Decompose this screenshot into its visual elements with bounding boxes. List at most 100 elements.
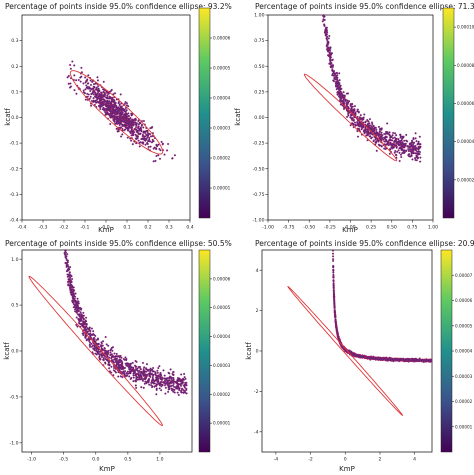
scatter-point bbox=[97, 89, 100, 92]
scatter-point bbox=[336, 82, 339, 85]
scatter-point bbox=[368, 122, 371, 125]
scatter-point bbox=[143, 370, 146, 373]
scatter-point bbox=[412, 142, 415, 145]
scatter-point bbox=[130, 129, 133, 132]
scatter-point bbox=[327, 40, 330, 43]
x-tick-label: 0.0 bbox=[102, 225, 109, 231]
scatter-point bbox=[185, 387, 188, 390]
scatter-point bbox=[323, 15, 326, 18]
scatter-point bbox=[135, 123, 138, 126]
scatter-point bbox=[134, 365, 137, 368]
scatter-point bbox=[430, 358, 433, 361]
scatter-point bbox=[111, 112, 114, 115]
scatter-point bbox=[131, 133, 134, 136]
scatter-point bbox=[135, 360, 138, 363]
colorbar-tick-label: 0.00007 bbox=[455, 273, 473, 278]
scatter-point bbox=[326, 48, 329, 52]
scatter-point bbox=[158, 387, 161, 390]
colorbar bbox=[198, 249, 211, 453]
scatter-point bbox=[103, 92, 106, 95]
colorbar-tick-label: 0.00002 bbox=[455, 399, 473, 404]
scatter-point bbox=[85, 84, 88, 87]
scatter-point bbox=[103, 101, 106, 104]
scatter-point bbox=[104, 336, 107, 339]
scatter-point bbox=[78, 322, 81, 325]
scatter-point bbox=[111, 349, 114, 352]
scatter-point bbox=[129, 368, 132, 371]
scatter-point bbox=[151, 381, 154, 384]
scatter-point bbox=[113, 103, 117, 106]
scatter-point bbox=[102, 80, 105, 83]
x-tick-label: -1.0 bbox=[27, 457, 36, 463]
scatter-point bbox=[407, 145, 410, 148]
scatter-point bbox=[171, 389, 174, 392]
scatter-point bbox=[358, 125, 361, 128]
scatter-point bbox=[160, 380, 163, 383]
scatter-point bbox=[410, 139, 414, 142]
x-tick-label: -1.00 bbox=[262, 225, 274, 231]
scatter-point bbox=[418, 135, 421, 138]
scatter-point bbox=[163, 374, 166, 377]
scatter-point bbox=[389, 141, 392, 144]
scatter-point bbox=[155, 143, 158, 146]
scatter-point bbox=[352, 119, 355, 122]
scatter-point bbox=[328, 48, 331, 51]
scatter-point bbox=[335, 71, 338, 74]
scatter-point bbox=[123, 373, 126, 376]
scatter-point bbox=[402, 149, 405, 152]
scatter-point bbox=[75, 301, 78, 304]
scatter-point bbox=[130, 126, 133, 129]
scatter-point bbox=[76, 297, 79, 300]
scatter-point bbox=[184, 377, 187, 380]
x-tick-label: 0.2 bbox=[144, 225, 151, 231]
scatter-point bbox=[371, 121, 374, 124]
colorbar bbox=[198, 7, 211, 219]
scatter-point bbox=[104, 361, 107, 364]
scatter-point bbox=[383, 140, 386, 143]
scatter-point bbox=[370, 137, 373, 140]
scatter-point bbox=[142, 131, 145, 134]
scatter-point bbox=[135, 130, 138, 133]
scatter-point bbox=[158, 384, 161, 387]
scatter-point bbox=[334, 85, 338, 88]
x-tick-label: -0.4 bbox=[18, 225, 27, 231]
scatter-point bbox=[106, 94, 109, 97]
scatter-point bbox=[407, 148, 410, 151]
scatter-point bbox=[120, 106, 123, 109]
scatter-point bbox=[380, 145, 383, 148]
scatter-point bbox=[339, 94, 342, 97]
scatter-point bbox=[139, 127, 142, 130]
scatter-points bbox=[66, 60, 176, 163]
colorbar-tick-label: 0.00001 bbox=[455, 424, 473, 429]
scatter-point bbox=[155, 383, 158, 386]
scatter-point bbox=[132, 374, 135, 377]
scatter-point bbox=[118, 359, 121, 363]
scatter-point bbox=[102, 359, 105, 362]
scatter-point bbox=[125, 113, 128, 116]
scatter-point bbox=[69, 266, 72, 269]
scatter-points bbox=[321, 14, 422, 163]
scatter-point bbox=[410, 144, 413, 147]
scatter-point bbox=[73, 64, 76, 67]
scatter-point bbox=[185, 392, 188, 395]
scatter-point bbox=[116, 110, 119, 113]
scatter-point bbox=[358, 355, 361, 358]
scatter-point bbox=[93, 344, 96, 347]
scatter-point bbox=[127, 112, 130, 115]
scatter-point bbox=[75, 79, 78, 82]
scatter-point bbox=[104, 111, 107, 114]
scatter-point bbox=[71, 299, 74, 302]
scatter-point bbox=[115, 359, 118, 362]
scatter-point bbox=[129, 116, 132, 120]
scatter-point bbox=[178, 377, 181, 380]
scatter-point bbox=[79, 80, 82, 83]
scatter-point bbox=[132, 123, 135, 126]
x-tick-label: -4 bbox=[274, 457, 279, 463]
scatter-point bbox=[417, 142, 420, 145]
scatter-point bbox=[96, 100, 99, 103]
scatter-point bbox=[85, 316, 88, 319]
scatter-point bbox=[113, 115, 116, 118]
scatter-point bbox=[109, 349, 112, 352]
scatter-point bbox=[164, 392, 167, 395]
scatter-point bbox=[151, 379, 154, 382]
